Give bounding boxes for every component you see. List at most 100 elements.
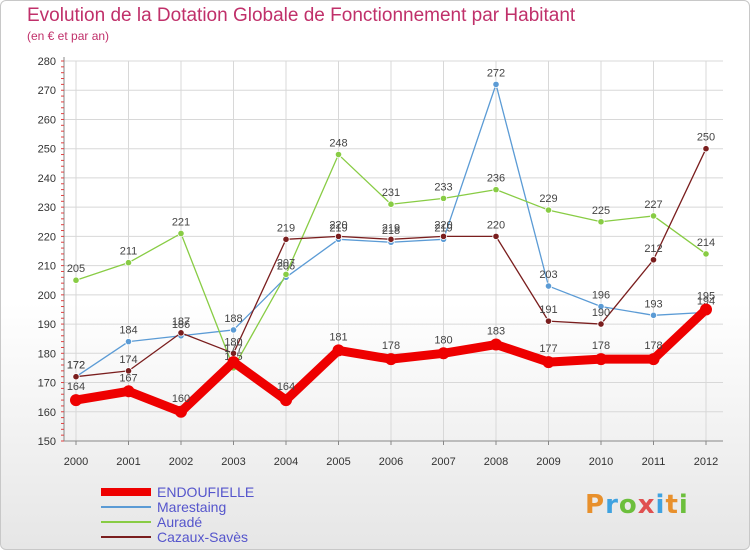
data-label: 193 (644, 298, 662, 310)
data-label: 221 (172, 216, 190, 228)
data-point (647, 353, 660, 366)
data-point (124, 338, 133, 346)
legend-swatch (101, 488, 151, 496)
data-point (649, 311, 658, 319)
legend-swatch (101, 521, 151, 523)
data-point (492, 232, 500, 240)
data-label: 187 (172, 316, 190, 328)
legend-item-aurade[interactable]: Auradé (101, 514, 401, 530)
data-label: 227 (644, 199, 662, 211)
data-label: 194 (697, 295, 715, 307)
y-tick-label: 200 (38, 290, 56, 302)
data-label: 178 (382, 340, 400, 352)
x-tick-label: 2012 (694, 456, 718, 468)
x-tick-label: 2003 (221, 456, 245, 468)
data-point (72, 276, 80, 284)
data-label: 219 (329, 222, 347, 234)
data-label: 177 (539, 343, 557, 355)
data-label: 203 (539, 269, 557, 281)
data-point (700, 303, 712, 316)
data-point (280, 394, 292, 407)
y-tick-label: 230 (38, 202, 56, 214)
data-label: 164 (67, 381, 85, 393)
logo-letter: i (678, 490, 689, 520)
data-label: 220 (329, 219, 347, 231)
data-label: 190 (592, 307, 610, 319)
data-label: 205 (67, 263, 85, 275)
y-tick-label: 210 (38, 261, 56, 273)
data-point (282, 270, 290, 278)
x-tick-label: 2006 (379, 456, 403, 468)
legend-item-cazaux-saves[interactable]: Cazaux-Savès (101, 529, 401, 545)
data-label: 229 (539, 193, 557, 205)
y-tick-label: 260 (38, 114, 56, 126)
data-label: 191 (539, 304, 557, 316)
data-point (437, 347, 450, 360)
logo-letter: P (585, 490, 606, 520)
legend-item-marestaing[interactable]: Marestaing (101, 499, 401, 515)
data-label: 186 (172, 319, 190, 331)
x-tick-label: 2011 (642, 456, 666, 468)
data-label: 164 (277, 381, 295, 393)
x-tick-label: 2007 (431, 456, 455, 468)
legend-label: Auradé (157, 514, 203, 530)
data-point (595, 353, 607, 366)
y-tick-label: 170 (38, 378, 56, 390)
data-point (122, 385, 135, 398)
data-point (544, 317, 553, 325)
proxiti-logo: Proxiti (585, 490, 689, 520)
data-point (227, 356, 240, 369)
legend-swatch (101, 536, 151, 538)
data-label: 174 (119, 354, 137, 366)
data-point (387, 200, 395, 208)
y-tick-label: 160 (38, 407, 56, 419)
data-label: 211 (120, 246, 138, 258)
data-point (439, 232, 448, 240)
legend-swatch (101, 506, 151, 508)
data-label: 214 (697, 237, 715, 249)
data-point (597, 218, 605, 226)
data-label: 160 (172, 393, 190, 405)
data-point (177, 329, 185, 337)
data-point (490, 338, 502, 351)
data-label: 218 (382, 225, 400, 237)
data-point (492, 186, 500, 194)
legend-label: ENDOUFIELLE (157, 484, 255, 500)
y-tick-label: 220 (38, 231, 56, 243)
data-point (597, 320, 605, 328)
x-tick-label: 2008 (484, 456, 508, 468)
data-label: 178 (644, 340, 662, 352)
data-label: 183 (487, 326, 505, 338)
legend-item-endoufielle[interactable]: ENDOUFIELLE (101, 484, 401, 500)
data-point (439, 194, 448, 202)
data-label: 220 (434, 219, 452, 231)
data-point (124, 367, 133, 375)
data-label: 225 (592, 205, 610, 217)
logo-letter: t (665, 490, 679, 520)
data-label: 188 (224, 313, 242, 325)
data-point (492, 80, 500, 88)
data-label: 231 (382, 187, 400, 199)
data-label: 272 (487, 67, 505, 79)
data-label: 220 (487, 219, 505, 231)
data-point (177, 229, 185, 238)
data-point (544, 206, 553, 214)
data-label: 233 (434, 181, 452, 193)
x-tick-label: 2009 (536, 456, 560, 468)
x-tick-label: 2004 (274, 456, 298, 468)
data-label: 178 (592, 340, 610, 352)
data-label: 167 (119, 372, 137, 384)
y-tick-label: 190 (38, 319, 56, 331)
legend-label: Marestaing (157, 499, 227, 515)
data-label: 172 (67, 360, 85, 372)
data-label: 180 (434, 334, 452, 346)
data-point (332, 344, 345, 357)
data-point (175, 405, 187, 418)
data-label: 236 (487, 173, 505, 185)
data-point (334, 150, 343, 159)
logo-letter: r (605, 490, 619, 520)
y-tick-label: 270 (38, 85, 56, 97)
data-point (334, 232, 343, 240)
